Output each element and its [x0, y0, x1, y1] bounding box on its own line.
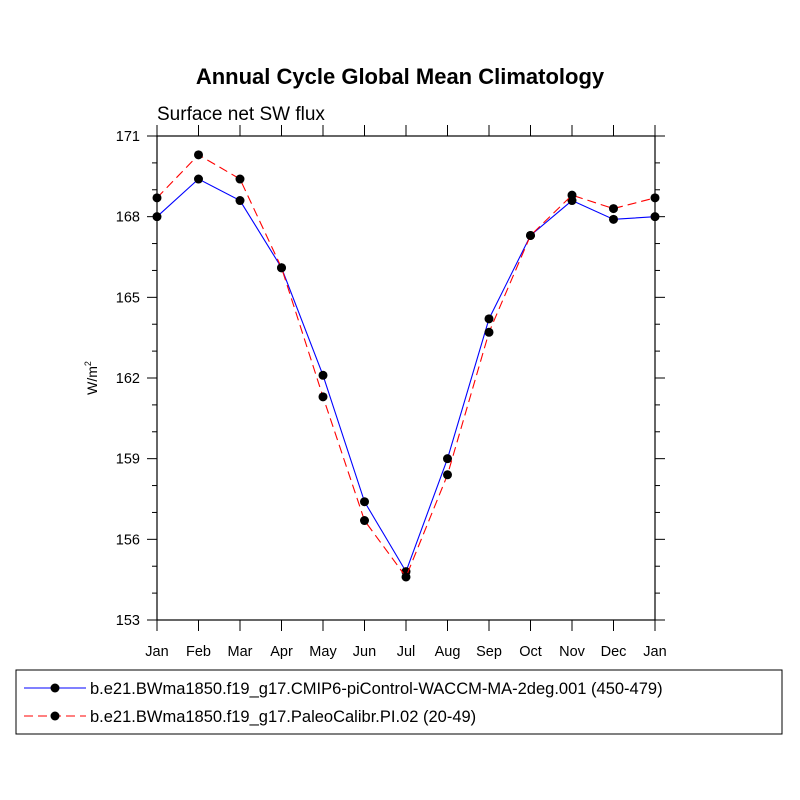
series-2-point [152, 193, 162, 203]
series-1-point [650, 212, 660, 222]
y-tick-label: 168 [116, 210, 140, 226]
series-1-point [318, 370, 328, 380]
x-tick-label: Dec [601, 644, 627, 660]
x-tick-label: Jan [643, 644, 666, 660]
y-axis-label-superscript: 2 [83, 361, 93, 366]
series-2-point [567, 190, 577, 200]
y-axis-label: W/m2 [83, 361, 100, 395]
y-tick-label: 165 [116, 290, 140, 306]
x-tick-label: Sep [476, 644, 502, 660]
series-line-1 [156, 178, 656, 573]
series-2-point [235, 174, 245, 184]
plot-axes: 153 156 159 162 165 168 171 Jan Feb Mar Apr May Jun J… [116, 125, 667, 660]
series-2-point [360, 516, 369, 526]
legend-marker-1 [50, 683, 60, 693]
chart-subtitle: Surface net SW flux [157, 104, 325, 125]
series-line-2 [156, 154, 656, 579]
x-tick-label: Aug [435, 644, 461, 660]
legend-box [15, 669, 783, 735]
series-1-point [609, 214, 618, 224]
series-1-point [443, 454, 452, 464]
series-2-point [484, 327, 494, 337]
x-tick-label: Jun [353, 644, 376, 660]
y-axis-label-base: W/m [84, 366, 100, 395]
series-2-point [401, 572, 411, 582]
y-tick-label: 156 [116, 532, 140, 548]
series-2-point [318, 392, 328, 402]
x-tick-label: Oct [519, 644, 542, 660]
y-tick-label: 153 [116, 613, 140, 629]
legend-marker-2 [50, 711, 60, 721]
y-tick-label: 162 [116, 371, 140, 387]
x-tick-label: Jan [145, 644, 168, 660]
x-tick-label: Nov [559, 644, 586, 660]
x-tick-label: May [309, 644, 337, 660]
x-tick-label: Feb [186, 644, 211, 660]
legend-label-1: b.e21.BWma1850.f19_g17.CMIP6-piControl-W… [90, 680, 663, 698]
x-tick-label: Apr [270, 644, 293, 660]
series-1-point [194, 174, 203, 184]
series-2-point [277, 263, 286, 273]
plot-frame [156, 135, 656, 621]
y-tick-label: 171 [116, 129, 140, 145]
legend-label-2: b.e21.BWma1850.f19_g17.PaleoCalibr.PI.02… [90, 708, 476, 726]
series-2-point [194, 150, 203, 160]
x-tick-label: Jul [397, 644, 416, 660]
series-1-point [484, 314, 494, 324]
series-2-point [609, 204, 618, 214]
series-2-point [650, 193, 660, 203]
series-2-point [526, 230, 535, 240]
x-tick-label: Mar [228, 644, 253, 660]
series-1-point [235, 196, 245, 206]
chart-title: Annual Cycle Global Mean Climatology [196, 64, 605, 89]
plot-series [152, 150, 660, 582]
series-1-point [360, 497, 369, 507]
series-1-point [152, 212, 162, 222]
series-2-point [443, 470, 452, 480]
y-tick-label: 159 [116, 452, 140, 468]
legend: b.e21.BWma1850.f19_g17.CMIP6-piControl-W… [15, 669, 783, 735]
